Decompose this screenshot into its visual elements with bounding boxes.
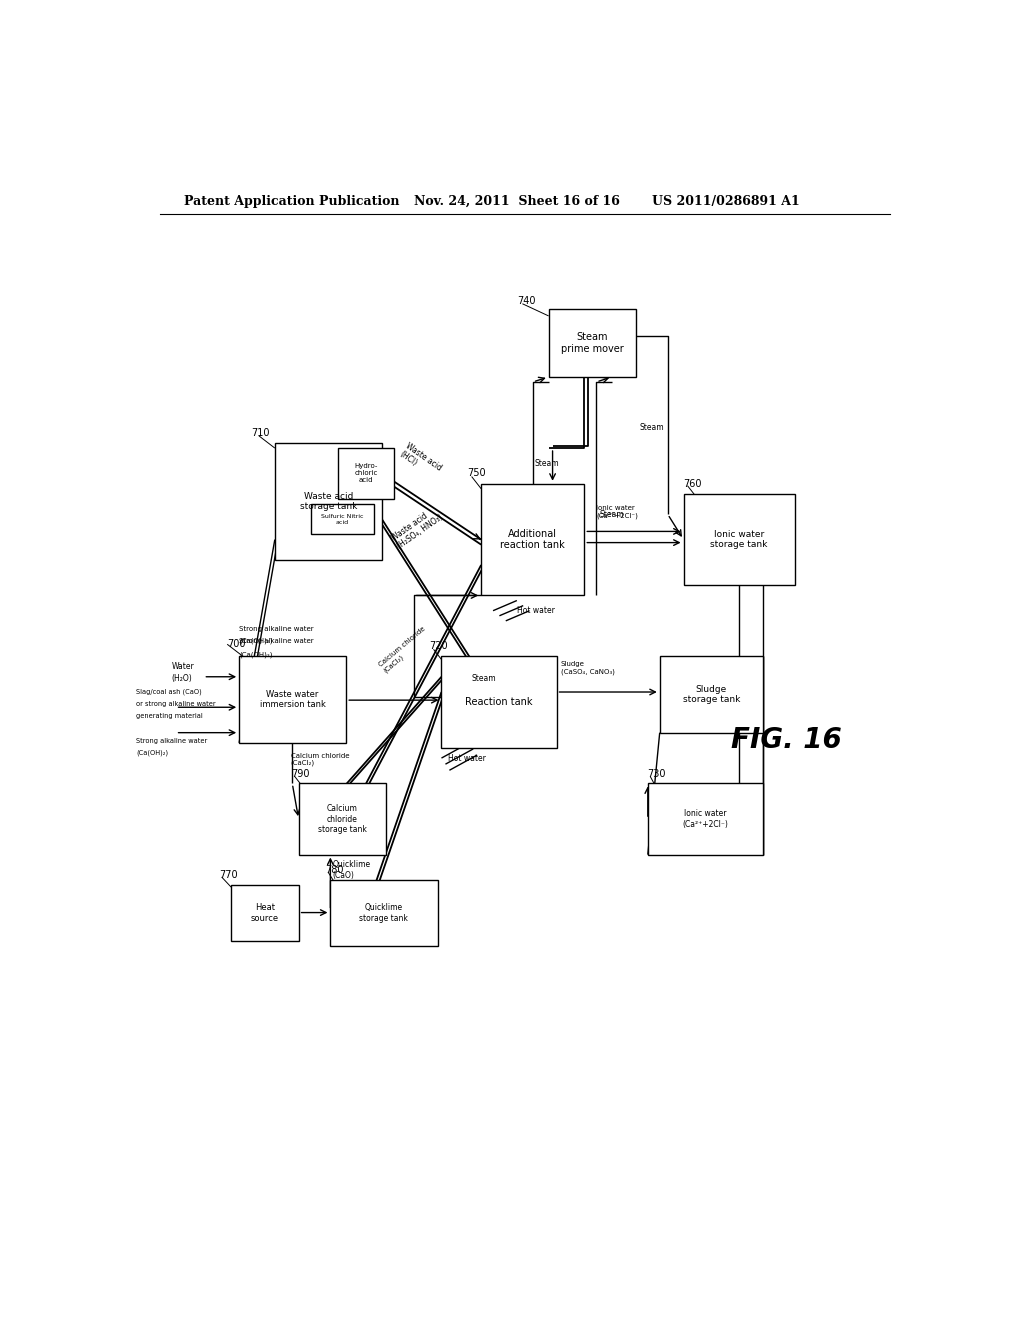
- Text: (H₂O): (H₂O): [172, 675, 193, 684]
- Text: Hot water: Hot water: [517, 606, 555, 615]
- Text: 790: 790: [291, 770, 309, 779]
- Text: Waste acid
(H₂SO₄, HNO₃): Waste acid (H₂SO₄, HNO₃): [390, 504, 445, 550]
- Text: Sulfuric Nitric
acid: Sulfuric Nitric acid: [321, 513, 364, 524]
- Bar: [441, 656, 557, 748]
- Text: 750: 750: [468, 469, 486, 478]
- Bar: [331, 880, 437, 946]
- Text: or strong alkaline water: or strong alkaline water: [136, 701, 216, 708]
- Text: Strong alkaline water: Strong alkaline water: [240, 626, 313, 632]
- Text: FIG. 16: FIG. 16: [731, 726, 842, 754]
- Text: 740: 740: [517, 296, 536, 306]
- Bar: [299, 784, 386, 854]
- Bar: [549, 309, 636, 378]
- Text: Strong alkaline water: Strong alkaline water: [240, 638, 313, 644]
- Text: 700: 700: [227, 639, 246, 649]
- Text: Steam: Steam: [640, 424, 665, 432]
- Text: Steam: Steam: [535, 459, 559, 467]
- Bar: [684, 494, 795, 585]
- Text: Additional
reaction tank: Additional reaction tank: [501, 529, 565, 550]
- Text: Ionic water
(Ca²⁺+2Cl⁻): Ionic water (Ca²⁺+2Cl⁻): [596, 504, 638, 519]
- Bar: [231, 886, 299, 941]
- Text: (Ca(OH)₂): (Ca(OH)₂): [240, 638, 272, 644]
- Text: Hot water: Hot water: [447, 754, 485, 763]
- Text: Quicklime
storage tank: Quicklime storage tank: [359, 903, 409, 923]
- Text: Waste water
immersion tank: Waste water immersion tank: [260, 690, 326, 709]
- Bar: [648, 784, 763, 854]
- Text: Water: Water: [172, 663, 195, 671]
- Text: Strong alkaline water: Strong alkaline water: [136, 738, 207, 743]
- Bar: [310, 504, 374, 535]
- Text: 770: 770: [219, 870, 238, 880]
- Bar: [338, 447, 394, 499]
- Bar: [481, 483, 585, 595]
- Text: Reaction tank: Reaction tank: [465, 697, 532, 708]
- Text: Calcium chloride
(CaCl₂): Calcium chloride (CaCl₂): [378, 626, 431, 675]
- Text: (Ca(OH)₂): (Ca(OH)₂): [136, 750, 168, 756]
- Text: 760: 760: [684, 479, 702, 488]
- Text: Calcium
chloride
storage tank: Calcium chloride storage tank: [317, 804, 367, 834]
- Text: Steam
prime mover: Steam prime mover: [561, 333, 624, 354]
- Text: Slag/coal ash (CaO): Slag/coal ash (CaO): [136, 689, 202, 696]
- Text: US 2011/0286891 A1: US 2011/0286891 A1: [652, 194, 800, 207]
- Text: Waste acid
(HCl): Waste acid (HCl): [397, 441, 443, 480]
- Text: (Ca(OH)₂): (Ca(OH)₂): [240, 651, 272, 657]
- Text: Heat
source: Heat source: [251, 903, 279, 923]
- Bar: [659, 656, 763, 733]
- Text: 720: 720: [430, 642, 449, 651]
- Text: generating material: generating material: [136, 713, 203, 719]
- Text: Patent Application Publication: Patent Application Publication: [183, 194, 399, 207]
- Text: Quicklime
(CaO): Quicklime (CaO): [333, 861, 371, 879]
- Text: Steam: Steam: [599, 510, 624, 519]
- Text: Ionic water
storage tank: Ionic water storage tank: [711, 529, 768, 549]
- Text: Sludge
storage tank: Sludge storage tank: [683, 685, 740, 705]
- Text: Sludge
(CaSO₄, CaNO₃): Sludge (CaSO₄, CaNO₃): [560, 661, 614, 675]
- Text: Calcium chloride
(CaCl₂): Calcium chloride (CaCl₂): [291, 752, 349, 767]
- Text: Steam: Steam: [472, 675, 497, 684]
- Text: 780: 780: [325, 865, 343, 875]
- Bar: [240, 656, 346, 743]
- Text: 730: 730: [647, 770, 666, 779]
- Text: Nov. 24, 2011  Sheet 16 of 16: Nov. 24, 2011 Sheet 16 of 16: [414, 194, 620, 207]
- Text: Waste acid
storage tank: Waste acid storage tank: [300, 492, 357, 511]
- Bar: [274, 444, 382, 560]
- Text: Hydro-
chloric
acid: Hydro- chloric acid: [354, 463, 378, 483]
- Text: Ionic water
(Ca²⁺+2Cl⁻): Ionic water (Ca²⁺+2Cl⁻): [682, 809, 728, 829]
- Text: 710: 710: [251, 428, 269, 438]
